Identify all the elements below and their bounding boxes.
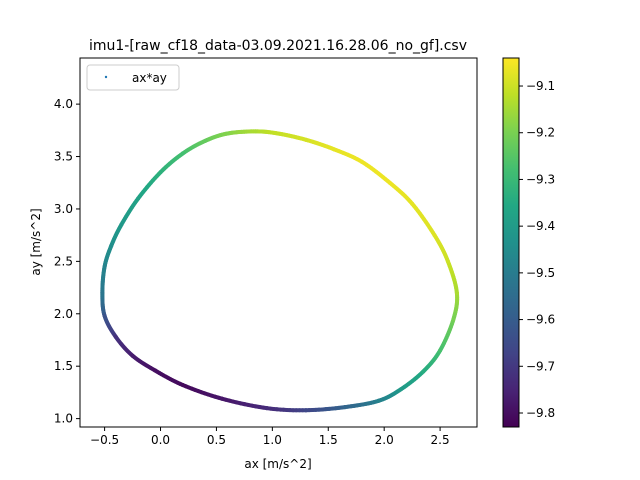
colorbar-gradient [503,58,519,427]
data-point [376,398,381,403]
data-point [109,243,114,248]
data-point [303,408,308,413]
data-point [421,369,426,374]
data-point [113,334,118,339]
data-point [275,131,280,136]
data-point [432,233,437,238]
legend-marker [104,75,108,79]
y-tick-label: 3.5 [54,150,73,164]
data-point [100,290,105,295]
y-tick-label: 1.0 [54,412,73,426]
chart-title: imu1-[raw_cf18_data-03.09.2021.16.28.06_… [89,38,467,54]
x-axis-label: ax [m/s^2] [244,457,311,471]
x-tick-label: 1.0 [263,433,282,447]
colorbar-tick-label: −9.1 [526,79,555,93]
colorbar-ticks: −9.8 −9.7 −9.6 −9.5 −9.4 −9.3 −9.2 −9.1 [519,79,555,420]
data-point [451,317,456,322]
data-point [454,290,459,295]
data-point [343,405,348,410]
colorbar-tick-label: −9.6 [526,313,555,327]
data-point [225,131,230,136]
x-tick-label: 1.5 [319,433,338,447]
x-tick-label: 2.5 [431,433,450,447]
data-point [264,406,269,411]
data-point [303,137,308,142]
data-point [119,222,124,227]
y-axis-ticks: 1.0 1.5 2.0 2.5 3.0 3.5 4.0 [54,97,80,426]
y-tick-label: 3.0 [54,202,73,216]
y-tick-label: 4.0 [54,97,73,111]
x-tick-label: 2.0 [375,433,394,447]
y-tick-label: 1.5 [54,359,73,373]
x-tick-label: −0.5 [90,433,119,447]
colorbar-tick-label: −9.4 [526,219,555,233]
y-tick-label: 2.0 [54,307,73,321]
data-point [410,201,415,206]
legend: ax*ay [86,64,180,91]
colorbar-frame [502,57,520,428]
legend-box [86,64,180,91]
legend-entry: ax*ay [132,71,167,85]
colorbar-tick-label: −9.3 [526,172,555,186]
data-point [180,383,185,388]
data-point [253,129,258,134]
data-point [102,264,107,269]
data-point [331,147,336,152]
data-point [387,180,392,185]
x-axis-ticks: −0.5 0.0 0.5 1.0 1.5 2.0 2.5 [90,427,450,447]
x-tick-label: 0.0 [151,433,170,447]
x-tick-label: 0.5 [207,433,226,447]
data-point [203,138,208,143]
scatter-trace [100,129,460,413]
data-point [130,353,135,358]
data-point [438,348,443,353]
y-tick-label: 2.5 [54,254,73,268]
data-point [359,159,364,164]
data-point [158,170,163,175]
data-point [398,387,403,392]
colorbar: −9.8 −9.7 −9.6 −9.5 −9.4 −9.3 −9.2 −9.1 [502,57,555,428]
data-point [180,151,185,156]
data-point [445,259,450,264]
data-point [220,396,225,401]
colorbar-tick-label: −9.2 [526,126,555,140]
plot-area: −0.5 0.0 0.5 1.0 1.5 2.0 2.5 1.0 1.5 2.0 2.5 3.0 3.… [54,57,478,447]
plot-frame [79,57,478,428]
colorbar-tick-label: −9.7 [526,359,555,373]
y-axis-label: ay [m/s^2] [29,208,43,275]
data-point [136,196,141,201]
data-point [102,313,107,318]
colorbar-tick-label: −9.8 [526,406,555,420]
colorbar-tick-label: −9.5 [526,266,555,280]
data-point [152,368,157,373]
